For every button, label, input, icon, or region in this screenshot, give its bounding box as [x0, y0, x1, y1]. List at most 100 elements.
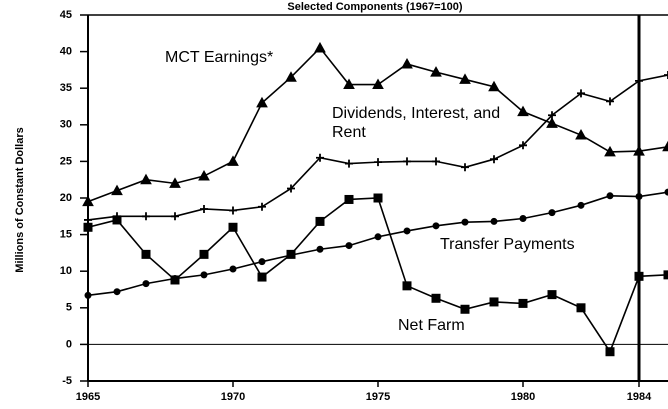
data-point: [490, 155, 498, 164]
data-point: [663, 270, 668, 280]
data-point: [403, 227, 411, 235]
data-point: [664, 71, 668, 80]
data-point: [256, 96, 268, 108]
y-tick-label: 45: [60, 9, 72, 21]
data-point: [314, 41, 326, 53]
data-point: [547, 290, 557, 300]
data-point: [83, 222, 93, 232]
data-point: [519, 141, 527, 150]
data-point: [112, 215, 122, 225]
data-point: [403, 157, 411, 166]
data-point: [461, 163, 469, 172]
data-point: [170, 275, 180, 285]
data-point: [662, 140, 668, 152]
data-point: [169, 177, 181, 188]
data-point: [315, 216, 325, 226]
data-point: [229, 265, 237, 273]
data-point: [142, 212, 150, 221]
series-line: [87, 197, 668, 354]
data-point: [664, 188, 668, 196]
data-point: [228, 222, 238, 232]
data-point: [461, 218, 469, 226]
data-point: [111, 184, 123, 196]
data-point: [401, 58, 413, 69]
data-point: [430, 66, 442, 77]
data-point: [286, 249, 296, 259]
data-point: [519, 214, 527, 222]
data-point: [431, 293, 441, 303]
y-axis-label: Millions of Constant Dollars: [14, 127, 26, 272]
data-point: [489, 297, 499, 307]
data-point: [432, 157, 440, 166]
y-tick-label: 15: [60, 229, 72, 241]
data-point: [141, 249, 151, 259]
data-point: [606, 192, 614, 200]
data-point: [374, 233, 382, 241]
data-point: [460, 304, 470, 314]
data-point: [200, 271, 208, 279]
y-tick-label: 30: [60, 119, 72, 131]
x-tick-label: 1965: [76, 391, 100, 403]
data-point: [82, 195, 94, 207]
data-point: [285, 71, 297, 82]
data-point: [402, 281, 412, 291]
data-point: [635, 76, 643, 85]
data-point: [142, 280, 150, 288]
data-point: [287, 184, 295, 193]
data-point: [605, 347, 615, 357]
data-point: [84, 291, 92, 299]
data-point: [606, 97, 614, 106]
data-point: [199, 249, 209, 259]
data-point: [258, 202, 266, 211]
x-tick-label: 1984: [627, 391, 652, 403]
y-tick-label: 0: [66, 338, 72, 350]
data-point: [432, 222, 440, 230]
data-point: [227, 155, 239, 166]
chart-title: Selected Components (1967=100): [287, 1, 462, 13]
data-point: [518, 298, 528, 308]
data-point: [633, 145, 645, 156]
data-point: [257, 272, 267, 282]
series-label: MCT Earnings*: [165, 49, 274, 66]
data-point: [344, 194, 354, 204]
data-point: [517, 105, 529, 117]
data-point: [345, 242, 353, 250]
data-point: [140, 173, 152, 185]
data-point: [316, 153, 324, 162]
data-point: [258, 258, 266, 266]
series-label: Transfer Payments: [440, 236, 575, 253]
data-point: [490, 217, 498, 225]
data-point: [374, 158, 382, 167]
data-point: [171, 212, 179, 221]
y-tick-label: 5: [66, 302, 72, 314]
y-tick-label: 40: [60, 46, 72, 58]
data-point: [548, 209, 556, 217]
data-point: [575, 129, 587, 140]
y-tick-label: 20: [60, 192, 72, 204]
x-tick-label: 1975: [366, 391, 390, 403]
data-point: [577, 89, 585, 98]
data-point: [546, 117, 558, 128]
x-tick-label: 1980: [511, 391, 535, 403]
data-point: [229, 206, 237, 215]
data-point: [604, 145, 616, 157]
y-tick-label: 25: [60, 155, 72, 167]
data-point: [113, 288, 121, 296]
data-point: [84, 215, 92, 224]
series-label: Net Farm: [398, 317, 465, 334]
data-point: [576, 303, 586, 313]
data-point: [345, 159, 353, 168]
data-point: [200, 204, 208, 213]
data-point: [316, 245, 324, 253]
series-label: Dividends, Interest, and Rent: [332, 105, 501, 141]
data-point: [634, 271, 644, 281]
data-point: [373, 193, 383, 203]
y-tick-label: 10: [60, 265, 72, 277]
data-point: [343, 78, 355, 90]
x-tick-label: 1970: [221, 391, 245, 403]
y-tick-label: 35: [60, 82, 72, 94]
data-point: [198, 170, 210, 181]
data-point: [577, 201, 585, 209]
